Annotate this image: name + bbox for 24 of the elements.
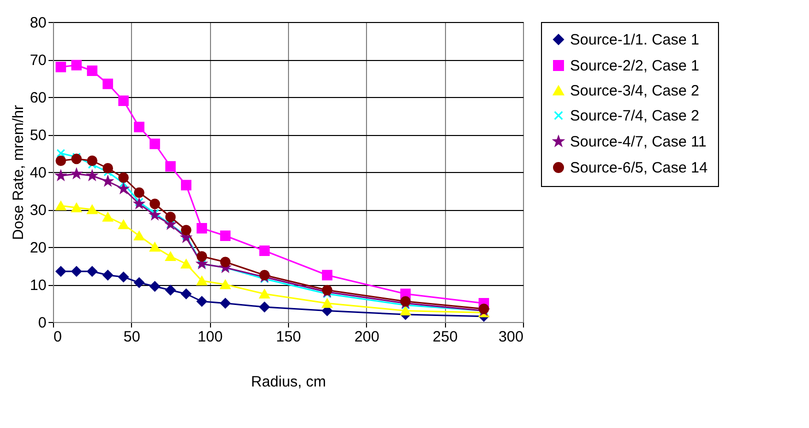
x-tick-label: 100 xyxy=(198,328,223,346)
x-tick-label: 50 xyxy=(123,328,140,346)
y-tick-label: 30 xyxy=(30,202,46,219)
x-tick-label: 150 xyxy=(276,328,302,346)
y-tick-label: 60 xyxy=(30,90,46,106)
y-tick-label: 20 xyxy=(30,240,46,256)
y-axis-title: Dose Rate, mrem/hr xyxy=(10,104,27,240)
legend-label: Source-2/2, Case 1 xyxy=(570,58,700,74)
x-tick-label: 300 xyxy=(498,328,524,346)
x-tick-label: 200 xyxy=(354,328,380,346)
legend-label: Source-4/7, Case 11 xyxy=(570,134,706,150)
legend-label: Source-6/5, Case 14 xyxy=(570,160,708,176)
legend-label: Source-3/4, Case 2 xyxy=(570,82,700,100)
y-tick-label: 50 xyxy=(30,127,46,144)
x-tick-label: 0 xyxy=(54,328,62,346)
y-tick-label: 70 xyxy=(30,52,46,69)
legend-label: Source-1/1. Case 1 xyxy=(570,32,700,48)
legend-label: Source-7/4, Case 2 xyxy=(570,108,700,124)
y-tick-label: 80 xyxy=(30,14,46,32)
y-tick-label: 40 xyxy=(30,164,46,182)
x-tick-label: 250 xyxy=(432,328,458,346)
x-axis-title: Radius, cm xyxy=(250,374,326,390)
y-tick-label: 10 xyxy=(30,277,46,294)
y-tick-label: 0 xyxy=(38,314,46,332)
